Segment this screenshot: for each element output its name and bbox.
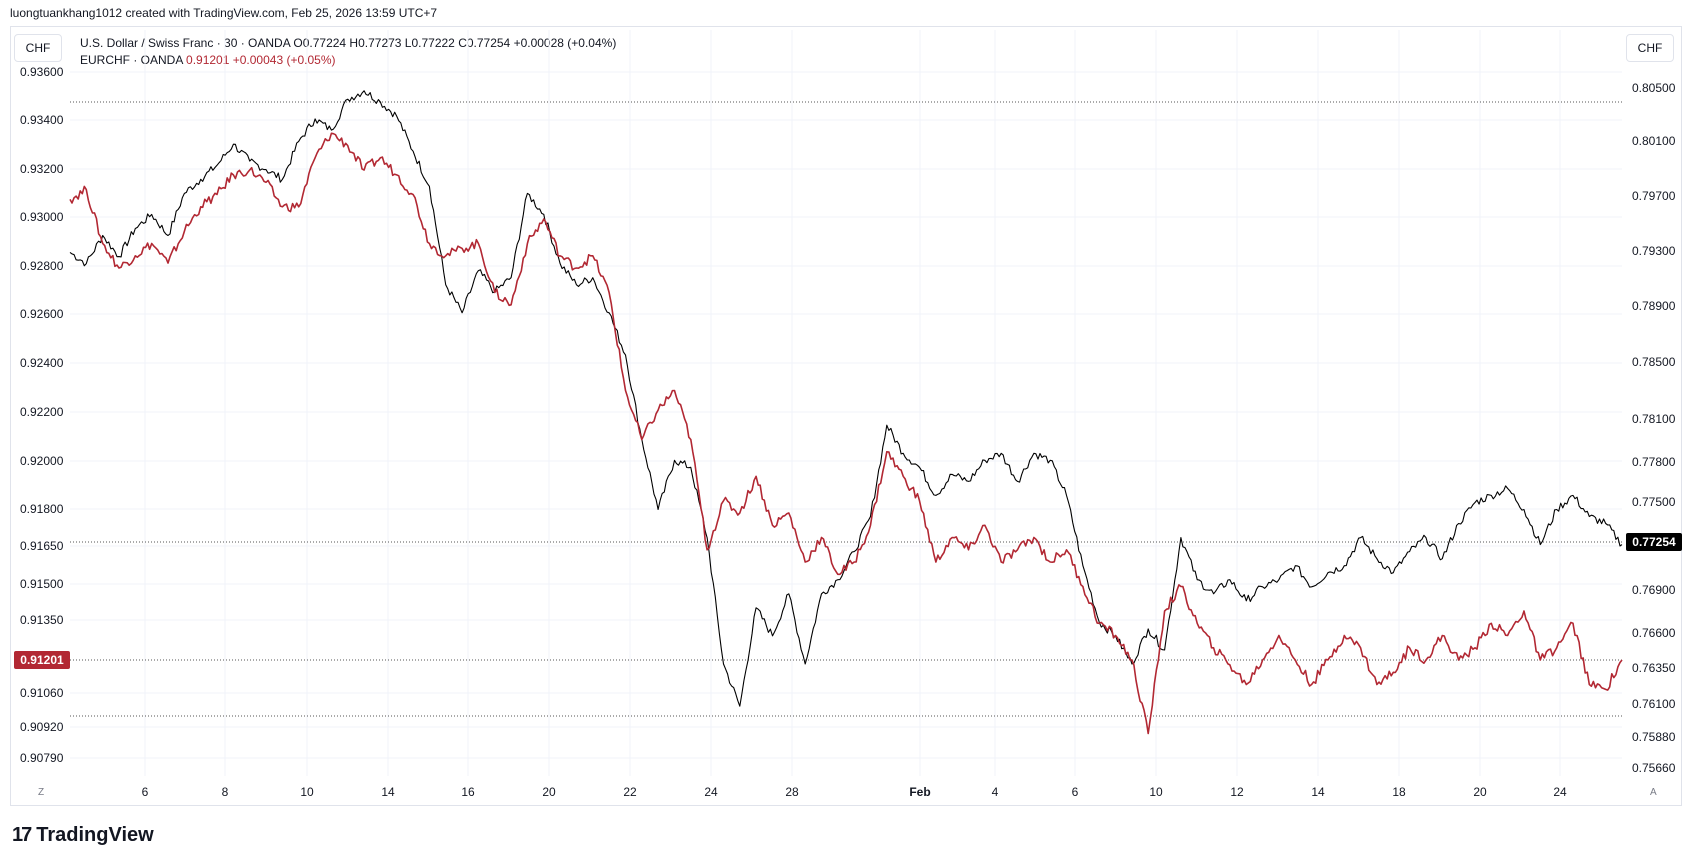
x-tick-label: 4 xyxy=(992,785,999,799)
x-tick-label: 18 xyxy=(1392,785,1406,799)
chart-legend: U.S. Dollar / Swiss Franc · 30 · OANDA O… xyxy=(80,35,616,69)
left-tick-label: 0.93200 xyxy=(20,162,64,176)
legend-eurchf-values: 0.91201 +0.00043 (+0.05%) xyxy=(186,53,336,67)
legend-eurchf[interactable]: EURCHF · OANDA 0.91201 +0.00043 (+0.05%) xyxy=(80,52,616,69)
x-tick-label: 6 xyxy=(1072,785,1079,799)
left-tick-label: 0.91800 xyxy=(20,502,64,516)
x-tick-label: 14 xyxy=(1311,785,1325,799)
right-tick-label: 0.80100 xyxy=(1632,134,1676,148)
left-tick-label: 0.93600 xyxy=(20,65,64,79)
left-currency-badge[interactable]: CHF xyxy=(14,34,62,62)
x-tick-label: 22 xyxy=(623,785,637,799)
right-tick-label: 0.77500 xyxy=(1632,495,1676,509)
x-tick-label: 20 xyxy=(1473,785,1487,799)
right-tick-label: 0.80500 xyxy=(1632,81,1676,95)
x-tick-label: 28 xyxy=(785,785,799,799)
usdchf-price-badge xyxy=(1626,533,1682,551)
x-tick-label: 10 xyxy=(1149,785,1163,799)
left-tick-label: 0.91350 xyxy=(20,613,64,627)
series-line-eurchf xyxy=(69,132,1623,735)
right-tick-label: 0.75880 xyxy=(1632,730,1676,744)
eurchf-price-badge xyxy=(14,651,70,669)
x-tick-label: 6 xyxy=(142,785,149,799)
right-tick-label: 0.78100 xyxy=(1632,412,1676,426)
chart-header-caption: luongtuankhang1012 created with TradingV… xyxy=(10,6,438,20)
right-tick-label: 0.78500 xyxy=(1632,355,1676,369)
left-tick-label: 0.91500 xyxy=(20,577,64,591)
right-scale-button[interactable]: A xyxy=(1650,787,1657,798)
x-tick-label: Feb xyxy=(909,785,930,799)
tradingview-brand: TradingView xyxy=(36,824,154,846)
right-tick-label: 0.76600 xyxy=(1632,626,1676,640)
right-tick-label: 0.76350 xyxy=(1632,661,1676,675)
left-tick-label: 0.90920 xyxy=(20,720,64,734)
x-tick-label: 14 xyxy=(381,785,395,799)
x-tick-label: 10 xyxy=(300,785,314,799)
left-tick-label: 0.92200 xyxy=(20,405,64,419)
right-tick-label: 0.78900 xyxy=(1632,299,1676,313)
left-tick-label: 0.93400 xyxy=(20,113,64,127)
x-tick-label: 20 xyxy=(542,785,556,799)
right-currency-badge[interactable]: CHF xyxy=(1626,34,1674,62)
left-tick-label: 0.93000 xyxy=(20,210,64,224)
legend-eurchf-name: EURCHF · OANDA xyxy=(80,53,183,67)
x-tick-label: 24 xyxy=(1553,785,1567,799)
usdchf-price-label: 0.77254 xyxy=(1632,535,1676,549)
left-tick-label: 0.92000 xyxy=(20,454,64,468)
right-tick-label: 0.76900 xyxy=(1632,583,1676,597)
eurchf-price-label: 0.91201 xyxy=(20,653,64,667)
tradingview-logo-icon: 17 xyxy=(12,824,32,846)
legend-usdchf[interactable]: U.S. Dollar / Swiss Franc · 30 · OANDA O… xyxy=(80,36,617,50)
x-tick-label: 24 xyxy=(704,785,718,799)
right-tick-label: 0.76100 xyxy=(1632,697,1676,711)
x-tick-label: 16 xyxy=(461,785,475,799)
tradingview-logo: 17 TradingView xyxy=(12,824,154,847)
left-tick-label: 0.91060 xyxy=(20,686,64,700)
left-tick-label: 0.92800 xyxy=(20,259,64,273)
left-tick-label: 0.91650 xyxy=(20,539,64,553)
left-scale-button[interactable]: Z xyxy=(38,787,45,798)
right-tick-label: 0.79300 xyxy=(1632,244,1676,258)
left-tick-label: 0.92600 xyxy=(20,307,64,321)
right-tick-label: 0.77800 xyxy=(1632,455,1676,469)
left-tick-label: 0.92400 xyxy=(20,356,64,370)
x-tick-label: 8 xyxy=(222,785,229,799)
x-tick-label: 12 xyxy=(1230,785,1244,799)
right-tick-label: 0.79700 xyxy=(1632,189,1676,203)
right-tick-label: 0.75660 xyxy=(1632,761,1676,775)
series-line-usdchf xyxy=(69,90,1623,707)
chart-frame xyxy=(10,26,1682,806)
left-tick-label: 0.90790 xyxy=(20,751,64,765)
